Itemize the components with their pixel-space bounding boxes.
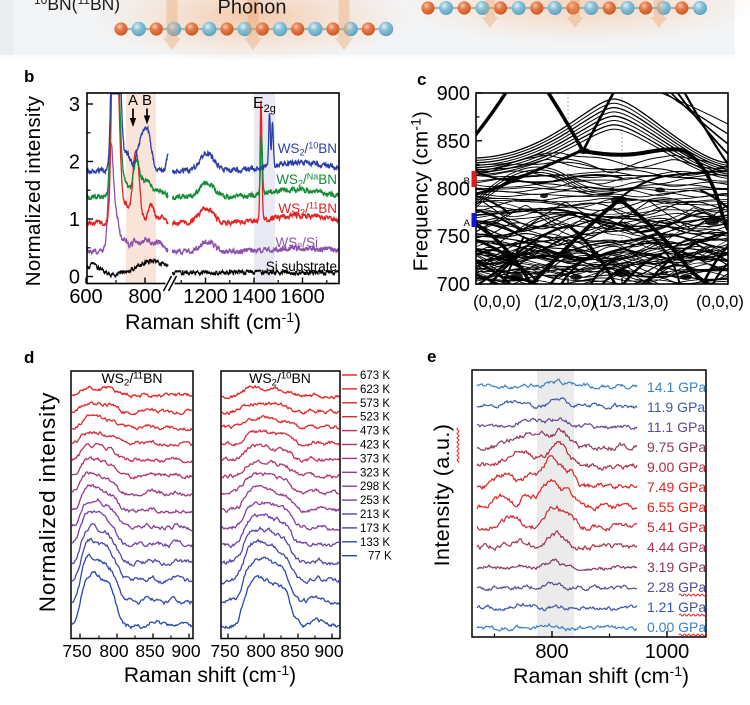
svg-text:800: 800 <box>128 286 161 308</box>
svg-text:WS2/Si: WS2/Si <box>275 235 318 252</box>
svg-text:WS2/11BN: WS2/11BN <box>101 370 162 389</box>
svg-text:c: c <box>417 70 426 89</box>
svg-text:2: 2 <box>69 152 80 174</box>
svg-text:900: 900 <box>437 83 470 105</box>
svg-text:523 K: 523 K <box>360 412 390 424</box>
svg-text:1000: 1000 <box>645 641 690 663</box>
svg-text:d: d <box>24 348 34 367</box>
svg-text:Raman shift (cm-1): Raman shift (cm-1) <box>124 662 296 687</box>
svg-text:1.21 GPa: 1.21 GPa <box>647 599 706 615</box>
svg-text:850: 850 <box>280 641 309 661</box>
svg-text:4.44 GPa: 4.44 GPa <box>647 539 706 555</box>
svg-text:14.1 GPa: 14.1 GPa <box>647 379 706 395</box>
svg-text:11.9 GPa: 11.9 GPa <box>647 399 705 415</box>
svg-text:Phonon: Phonon <box>218 0 287 19</box>
svg-text:850: 850 <box>135 641 164 661</box>
svg-text:0.00 GPa: 0.00 GPa <box>647 619 706 635</box>
svg-text:WS2/10BN: WS2/10BN <box>249 370 311 389</box>
svg-text:B: B <box>142 92 152 109</box>
svg-text:9.00 GPa: 9.00 GPa <box>647 459 706 475</box>
svg-text:77 K: 77 K <box>368 551 392 563</box>
svg-text:Intensity (a.u.): Intensity (a.u.) <box>430 424 454 567</box>
svg-text:(1/3,1/3,0): (1/3,1/3,0) <box>593 293 668 311</box>
svg-text:A: A <box>128 92 138 109</box>
svg-text:WS2/10BN: WS2/10BN <box>278 141 337 158</box>
svg-text:750: 750 <box>437 226 470 248</box>
svg-text:800: 800 <box>535 641 568 663</box>
svg-text:WS2/11BN: WS2/11BN <box>278 201 337 218</box>
svg-text:600: 600 <box>69 286 102 308</box>
svg-text:Raman shift (cm-1): Raman shift (cm-1) <box>125 309 301 334</box>
svg-text:573 K: 573 K <box>360 398 390 410</box>
svg-text:3.19 GPa: 3.19 GPa <box>647 559 706 575</box>
svg-text:Frequency (cm-1): Frequency (cm-1) <box>409 111 433 271</box>
svg-text:6.55 GPa: 6.55 GPa <box>647 499 706 515</box>
svg-text:298 K: 298 K <box>360 481 390 493</box>
svg-text:750: 750 <box>62 641 91 661</box>
svg-text:213 K: 213 K <box>360 509 390 521</box>
svg-text:1: 1 <box>69 209 80 231</box>
svg-text:900: 900 <box>314 641 343 661</box>
svg-text:0: 0 <box>69 267 80 289</box>
svg-text:800: 800 <box>437 179 470 201</box>
svg-text:750: 750 <box>210 641 239 661</box>
svg-text:850: 850 <box>437 131 470 153</box>
svg-text:473 K: 473 K <box>360 426 390 438</box>
svg-text:Raman shift (cm-1): Raman shift (cm-1) <box>513 663 689 688</box>
svg-text:800: 800 <box>99 641 128 661</box>
svg-text:5.41 GPa: 5.41 GPa <box>647 519 706 535</box>
svg-text:423 K: 423 K <box>360 440 390 452</box>
svg-text:173 K: 173 K <box>360 523 390 535</box>
svg-text:9.75 GPa: 9.75 GPa <box>647 439 706 455</box>
svg-text:900: 900 <box>171 641 200 661</box>
svg-text:133 K: 133 K <box>360 537 390 549</box>
svg-text:B: B <box>464 176 470 187</box>
svg-text:700: 700 <box>437 274 470 296</box>
svg-text:11.1 GPa: 11.1 GPa <box>647 419 705 435</box>
svg-text:Si substrate: Si substrate <box>266 259 337 274</box>
svg-text:1200: 1200 <box>183 286 228 308</box>
svg-text:3: 3 <box>69 94 80 116</box>
svg-text:1400: 1400 <box>232 286 277 308</box>
svg-text:Normalized intensity: Normalized intensity <box>35 392 60 613</box>
svg-text:1600: 1600 <box>280 286 325 308</box>
svg-text:253 K: 253 K <box>360 495 390 507</box>
svg-text:7.49 GPa: 7.49 GPa <box>647 479 706 495</box>
svg-text:(0,0,0): (0,0,0) <box>696 293 744 311</box>
svg-text:A: A <box>464 218 471 229</box>
svg-text:2.28 GPa: 2.28 GPa <box>647 579 706 595</box>
svg-text:673 K: 673 K <box>360 370 390 382</box>
svg-text:e: e <box>427 347 436 366</box>
svg-text:Normalized intensity: Normalized intensity <box>22 95 45 286</box>
svg-text:10BN(11BN): 10BN(11BN) <box>34 0 120 14</box>
svg-text:(0,0,0): (0,0,0) <box>473 293 521 311</box>
svg-text:(1/2,0,0): (1/2,0,0) <box>534 293 595 311</box>
svg-text:373 K: 373 K <box>360 453 390 465</box>
svg-text:WS2/NaBN: WS2/NaBN <box>276 172 337 189</box>
svg-text:623 K: 623 K <box>360 384 390 396</box>
svg-text:800: 800 <box>246 641 275 661</box>
svg-text:323 K: 323 K <box>360 467 390 479</box>
svg-text:b: b <box>24 67 34 86</box>
